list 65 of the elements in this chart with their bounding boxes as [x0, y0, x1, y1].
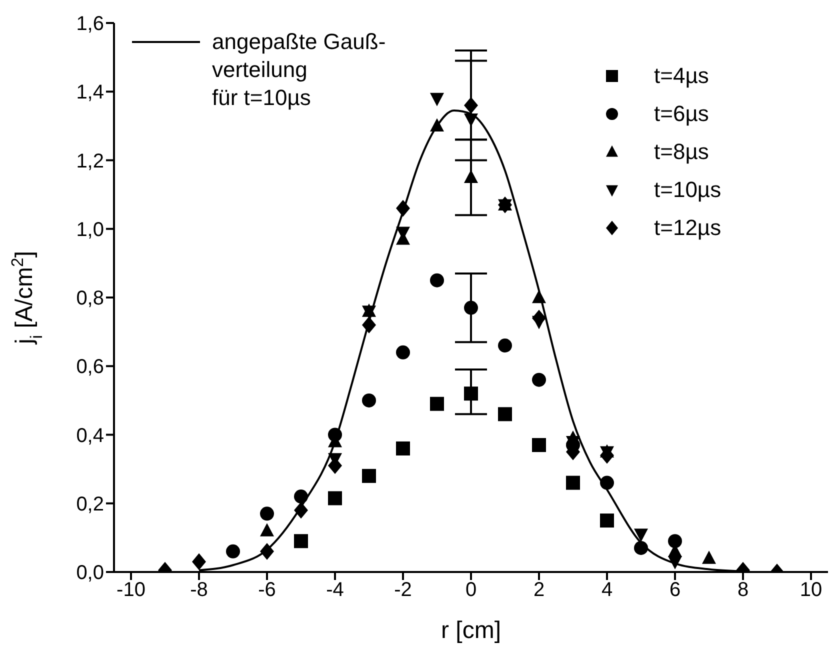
legend-label: t=8µs — [654, 139, 709, 165]
x-tick-label: -8 — [190, 579, 208, 602]
point — [430, 92, 444, 106]
point — [464, 386, 478, 401]
legend-label: t=10µs — [654, 177, 722, 203]
point — [532, 438, 546, 452]
y-tick-label: 1,0 — [76, 218, 104, 241]
point — [396, 345, 410, 360]
point — [498, 196, 512, 214]
y-tick-label: 0,2 — [76, 493, 104, 516]
point — [192, 553, 206, 570]
x-axis-title: r [cm] — [441, 617, 501, 644]
point — [260, 506, 274, 521]
point — [362, 316, 376, 334]
y-tick-label: 0,6 — [76, 356, 104, 378]
x-tick-label: 10 — [800, 579, 822, 602]
x-tick-label: -4 — [326, 579, 344, 602]
point — [600, 514, 614, 528]
point — [702, 550, 716, 564]
point — [430, 118, 444, 132]
x-tick-label: -10 — [116, 579, 146, 602]
point — [498, 338, 512, 353]
point — [532, 372, 546, 387]
y-tick-label: 1,6 — [76, 13, 104, 36]
x-tick-label: -6 — [258, 579, 276, 602]
y-tick-label: 1,4 — [76, 82, 104, 104]
point — [498, 407, 512, 422]
point — [362, 393, 376, 408]
point — [464, 113, 478, 127]
point — [430, 273, 444, 288]
point — [464, 300, 478, 315]
y-tick-label: 0,4 — [76, 424, 104, 447]
x-tick-label: -2 — [394, 579, 412, 602]
point — [634, 540, 648, 555]
point — [294, 534, 308, 548]
point — [634, 528, 648, 542]
point — [532, 290, 546, 304]
point — [260, 543, 274, 560]
point — [668, 556, 682, 570]
legend-label: t=12µs — [654, 215, 722, 241]
y-tick-label: 0,0 — [76, 562, 104, 584]
y-tick-label: 0,8 — [76, 288, 104, 310]
legend-label: t=6µs — [654, 101, 709, 127]
point — [600, 476, 614, 490]
point — [396, 200, 410, 217]
point — [294, 490, 308, 504]
point — [294, 502, 308, 519]
x-tick-label: 4 — [601, 579, 613, 602]
point — [396, 441, 410, 456]
point — [430, 396, 444, 411]
point — [464, 170, 478, 184]
point — [260, 523, 274, 536]
x-tick-label: 2 — [533, 579, 545, 602]
point — [464, 96, 478, 114]
x-tick-label: 0 — [465, 579, 477, 602]
point — [328, 491, 342, 506]
y-tick-label: 1,2 — [76, 150, 104, 172]
point — [226, 544, 240, 558]
legend-label: angepaßte Gauß- verteilung für t=10µs — [212, 28, 386, 112]
legend-label: t=4µs — [654, 63, 709, 89]
point — [362, 468, 376, 483]
x-tick-label: 8 — [737, 579, 749, 602]
x-tick-label: 6 — [669, 579, 681, 602]
point — [668, 534, 682, 548]
point — [566, 476, 580, 490]
